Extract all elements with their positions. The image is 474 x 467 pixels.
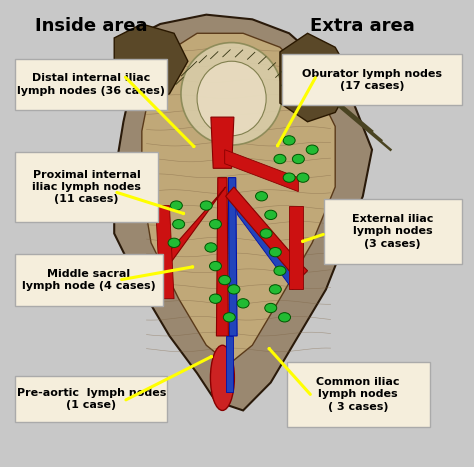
Polygon shape [226, 187, 308, 280]
Ellipse shape [201, 201, 212, 210]
Ellipse shape [168, 238, 180, 248]
Text: Proximal internal
iliac lymph nodes
(11 cases): Proximal internal iliac lymph nodes (11 … [32, 170, 141, 205]
Text: Pre-aortic  lymph nodes
(1 case): Pre-aortic lymph nodes (1 case) [17, 388, 166, 410]
Polygon shape [155, 205, 174, 299]
Ellipse shape [283, 136, 295, 145]
Text: Middle sacral
lymph node (4 cases): Middle sacral lymph node (4 cases) [22, 269, 156, 291]
Polygon shape [236, 205, 298, 290]
Ellipse shape [223, 312, 235, 322]
Polygon shape [114, 14, 372, 410]
FancyArrowPatch shape [269, 348, 310, 395]
Ellipse shape [297, 173, 309, 182]
FancyBboxPatch shape [15, 59, 167, 110]
Ellipse shape [265, 210, 277, 219]
Text: Inside area: Inside area [35, 17, 147, 35]
Ellipse shape [210, 262, 221, 271]
Ellipse shape [210, 345, 234, 410]
FancyArrowPatch shape [277, 78, 315, 146]
Polygon shape [289, 205, 303, 290]
Ellipse shape [170, 201, 182, 210]
Ellipse shape [283, 173, 295, 182]
Ellipse shape [292, 155, 304, 163]
Text: External iliac
lymph nodes
(3 cases): External iliac lymph nodes (3 cases) [352, 214, 433, 248]
FancyBboxPatch shape [15, 255, 163, 306]
Ellipse shape [228, 285, 240, 294]
Text: Distal internal iliac
lymph nodes (36 cases): Distal internal iliac lymph nodes (36 ca… [17, 73, 165, 96]
Ellipse shape [173, 219, 185, 229]
FancyArrowPatch shape [302, 234, 323, 241]
Ellipse shape [237, 299, 249, 308]
Polygon shape [280, 33, 354, 122]
Ellipse shape [274, 155, 286, 163]
FancyBboxPatch shape [15, 375, 167, 422]
FancyBboxPatch shape [324, 198, 462, 264]
Ellipse shape [269, 285, 282, 294]
Ellipse shape [279, 312, 291, 322]
Ellipse shape [255, 191, 267, 201]
Ellipse shape [265, 304, 277, 312]
Polygon shape [228, 177, 237, 336]
Polygon shape [211, 117, 234, 168]
Text: Oburator lymph nodes
(17 cases): Oburator lymph nodes (17 cases) [302, 69, 442, 91]
Ellipse shape [274, 266, 286, 276]
FancyBboxPatch shape [15, 152, 158, 222]
Ellipse shape [219, 276, 231, 285]
Polygon shape [226, 336, 233, 392]
FancyArrowPatch shape [121, 267, 192, 280]
Polygon shape [151, 187, 226, 280]
Ellipse shape [260, 229, 272, 238]
FancyBboxPatch shape [282, 54, 462, 106]
Polygon shape [225, 150, 298, 191]
Text: Common iliac
lymph nodes
( 3 cases): Common iliac lymph nodes ( 3 cases) [317, 377, 400, 411]
Polygon shape [114, 24, 188, 103]
FancyArrowPatch shape [126, 356, 211, 400]
FancyArrowPatch shape [117, 192, 183, 214]
Ellipse shape [181, 42, 282, 145]
Polygon shape [142, 33, 335, 364]
Ellipse shape [205, 243, 217, 252]
Polygon shape [217, 177, 228, 336]
Ellipse shape [306, 145, 318, 155]
Ellipse shape [210, 294, 221, 304]
Ellipse shape [269, 248, 282, 257]
Ellipse shape [197, 61, 266, 136]
FancyArrowPatch shape [126, 77, 194, 147]
FancyBboxPatch shape [287, 361, 429, 427]
Text: Extra area: Extra area [310, 17, 415, 35]
Ellipse shape [210, 219, 221, 229]
